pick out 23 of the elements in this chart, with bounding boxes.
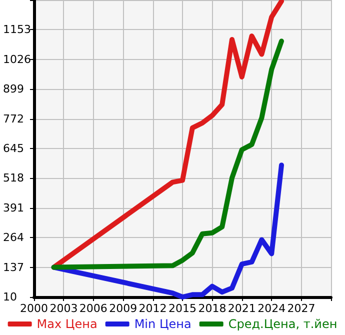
x-tick-label: 2009 bbox=[109, 302, 138, 315]
y-tick-label: 518 bbox=[3, 172, 24, 185]
legend-label: Сред.Цена, т.йен bbox=[228, 317, 338, 331]
y-tick-label: 264 bbox=[3, 231, 24, 244]
legend-label: Min Цена bbox=[134, 317, 192, 331]
y-tick-label: 137 bbox=[3, 260, 24, 274]
y-tick-label: 10 bbox=[3, 290, 17, 304]
y-tick-label: 1153 bbox=[3, 23, 31, 36]
x-tick-label: 2012 bbox=[138, 302, 167, 315]
y-tick-label: 899 bbox=[3, 82, 24, 96]
y-tick-label: 1026 bbox=[3, 52, 31, 66]
y-tick-label: 772 bbox=[3, 112, 24, 126]
x-tick-label: 2018 bbox=[198, 302, 226, 315]
y-tick-label: 391 bbox=[3, 201, 24, 214]
x-tick-label: 2000 bbox=[20, 302, 48, 315]
x-tick-label: 2024 bbox=[258, 302, 286, 315]
x-tick-label: 2021 bbox=[228, 302, 256, 315]
x-tick-label: 2006 bbox=[79, 302, 108, 315]
x-tick-label: 2027 bbox=[287, 302, 316, 315]
y-tick-label: 645 bbox=[3, 142, 24, 155]
x-tick-label: 2015 bbox=[168, 302, 196, 315]
x-tick-label: 2003 bbox=[50, 302, 78, 315]
legend-label: Max Цена bbox=[36, 317, 98, 331]
